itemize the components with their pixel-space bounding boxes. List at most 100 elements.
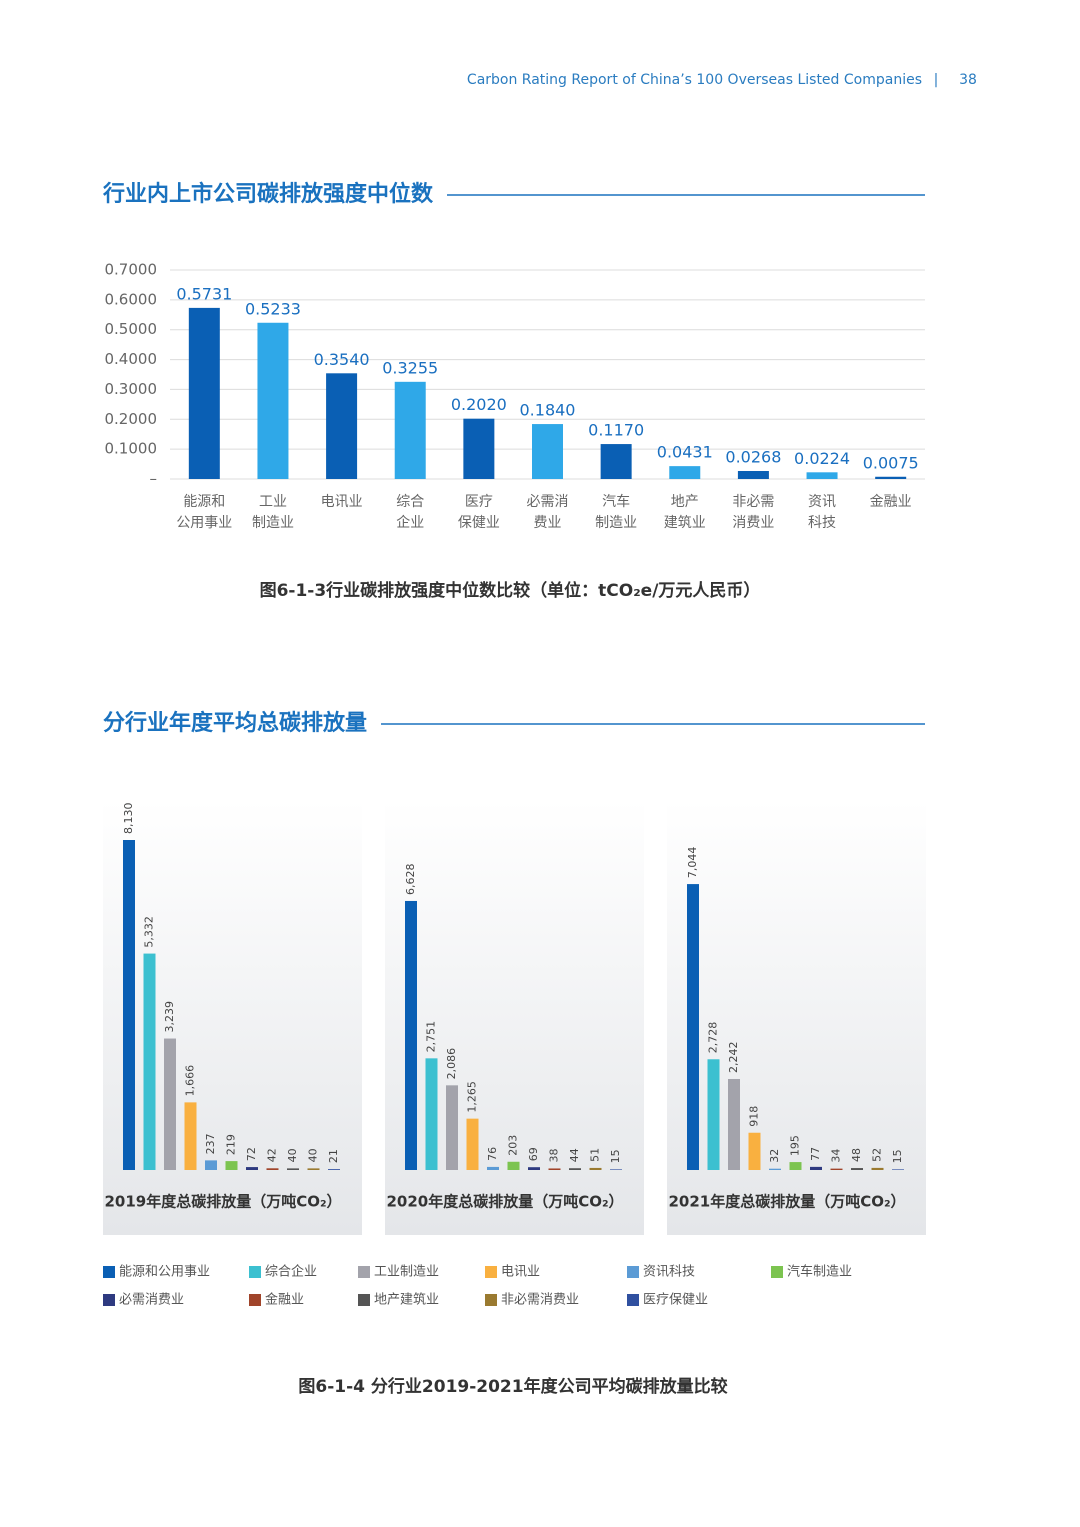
x-tick-label: 企业	[396, 514, 424, 531]
bar	[892, 1169, 904, 1170]
legend-label: 资讯科技	[643, 1265, 695, 1280]
value-label: 1,265	[466, 1081, 479, 1113]
x-tick-label: 必需消	[527, 494, 569, 510]
legend-label: 工业制造业	[374, 1265, 439, 1280]
x-tick-label: 制造业	[252, 515, 294, 531]
value-label: 0.1840	[520, 401, 576, 420]
x-tick-label: 消费业	[732, 515, 774, 531]
value-label: 0.0075	[863, 453, 919, 472]
section-title: 行业内上市公司碳排放强度中位数	[102, 181, 434, 207]
x-tick-label: 公用事业	[176, 515, 232, 531]
bar	[528, 1167, 540, 1170]
x-tick-label: 非必需	[732, 494, 774, 510]
value-label: 0.5233	[245, 299, 301, 318]
value-label: 0.0224	[794, 449, 850, 468]
bar	[669, 466, 701, 479]
y-tick-label: 0.5000	[105, 320, 158, 338]
value-label: 48	[850, 1148, 863, 1162]
value-label: 52	[871, 1148, 884, 1162]
bar	[446, 1085, 458, 1170]
legend-label: 综合企业	[265, 1264, 317, 1280]
panel-title: 2021年度总碳排放量（万吨CO₂）	[668, 1193, 905, 1211]
bar	[425, 1058, 438, 1170]
value-label: 237	[204, 1133, 217, 1154]
bar	[225, 1161, 238, 1170]
value-label: 7,044	[686, 847, 699, 879]
bar	[487, 1166, 499, 1170]
bar	[548, 1168, 561, 1170]
x-tick-label: 汽车	[602, 493, 630, 510]
bar	[707, 1059, 720, 1170]
value-label: 8,130	[122, 803, 135, 835]
panel-title: 2020年度总碳排放量（万吨CO₂）	[386, 1193, 623, 1211]
x-tick-label: 地产	[671, 494, 699, 510]
x-tick-label: 医疗	[465, 494, 493, 510]
bar	[188, 307, 220, 479]
legend-label: 汽车制造业	[787, 1264, 852, 1280]
x-tick-label: 建筑业	[664, 515, 706, 531]
value-label: 21	[327, 1149, 340, 1163]
value-label: 15	[609, 1149, 622, 1163]
legend-swatch	[358, 1266, 370, 1278]
bar	[589, 1167, 602, 1170]
bar	[748, 1132, 761, 1170]
value-label: 34	[830, 1149, 843, 1163]
bar	[143, 953, 156, 1170]
value-label: 2,086	[445, 1048, 458, 1080]
x-tick-label: 金融业	[870, 494, 912, 510]
value-label: 72	[245, 1147, 258, 1161]
y-tick-label: 0.4000	[105, 350, 158, 368]
caption: 图6-1-3行业碳排放强度中位数比较（单位：tCO₂e/万元人民币）	[260, 580, 761, 601]
bar	[769, 1168, 781, 1170]
x-tick-label: 能源和	[183, 494, 225, 510]
value-label: 40	[286, 1148, 299, 1162]
bar	[184, 1102, 197, 1170]
bar	[830, 1168, 843, 1170]
y-tick-label: 0.1000	[105, 440, 158, 458]
bar	[266, 1168, 279, 1170]
value-label: 69	[527, 1147, 540, 1161]
bar	[246, 1167, 258, 1170]
value-label: 77	[809, 1147, 822, 1161]
value-label: 38	[548, 1148, 561, 1162]
value-label: 0.3540	[314, 350, 370, 369]
legend-label: 非必需消费业	[501, 1293, 579, 1308]
separator: |	[934, 72, 939, 88]
legend-label: 能源和公用事业	[119, 1265, 210, 1280]
value-label: 40	[307, 1148, 320, 1162]
value-label: 0.5731	[176, 284, 232, 303]
y-tick-label: 0.3000	[105, 380, 158, 398]
bar	[875, 476, 907, 479]
bar	[687, 884, 699, 1170]
value-label: 76	[486, 1147, 499, 1161]
x-tick-label: 保健业	[458, 515, 500, 531]
bar	[328, 1169, 340, 1170]
legend-swatch	[627, 1266, 639, 1278]
value-label: 2,751	[425, 1021, 438, 1053]
section-title: 分行业年度平均总碳排放量	[103, 710, 367, 736]
bar	[164, 1038, 176, 1170]
x-tick-label: 工业	[259, 494, 287, 510]
value-label: 6,628	[404, 863, 417, 895]
legend-swatch	[358, 1294, 370, 1306]
legend-swatch	[771, 1266, 783, 1278]
bar	[205, 1160, 217, 1170]
bar	[789, 1162, 802, 1170]
legend-swatch	[485, 1294, 497, 1306]
bar	[610, 1169, 622, 1170]
bar	[600, 444, 632, 479]
legend-swatch	[249, 1294, 261, 1306]
value-label: 0.2020	[451, 395, 507, 414]
bar	[326, 373, 358, 479]
report-title: Carbon Rating Report of China’s 100 Over…	[467, 72, 922, 88]
value-label: 0.0431	[657, 443, 713, 462]
bar	[507, 1161, 520, 1170]
y-tick-label: –	[150, 470, 158, 488]
x-tick-label: 资讯	[808, 494, 836, 510]
y-tick-label: 0.2000	[105, 410, 158, 428]
legend-swatch	[103, 1266, 115, 1278]
bar	[871, 1167, 884, 1170]
x-tick-label: 科技	[808, 515, 836, 531]
value-label: 3,239	[163, 1001, 176, 1033]
